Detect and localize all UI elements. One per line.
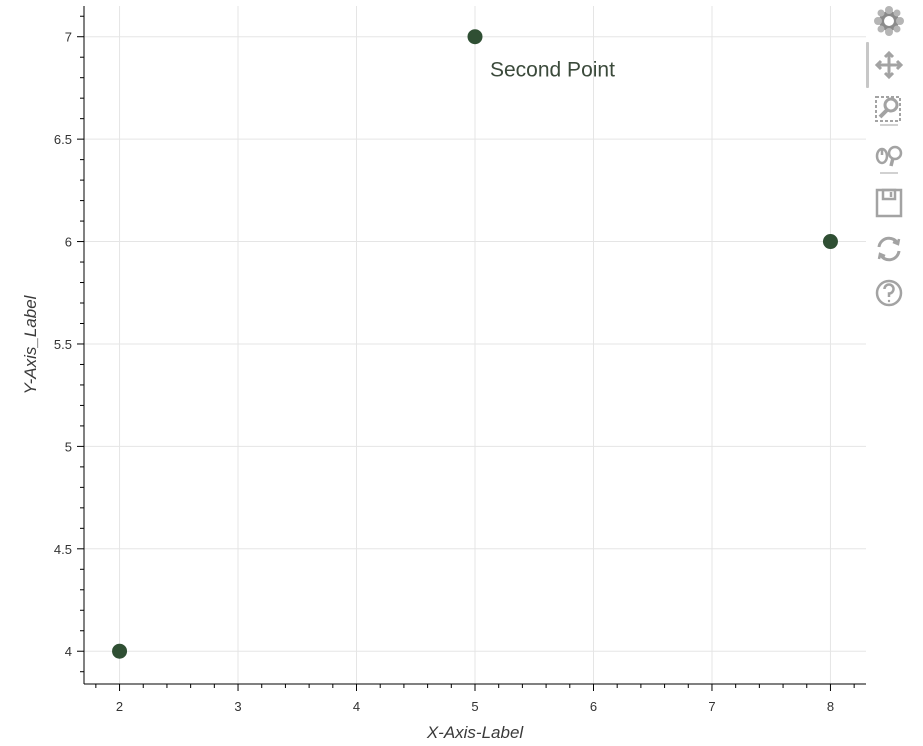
help-icon[interactable] — [872, 276, 906, 310]
x-tick-label: 2 — [116, 699, 123, 714]
y-ticks: 4 4.5 5 5.5 6 6.5 7 — [54, 15, 84, 673]
x-tick-label: 7 — [708, 699, 715, 714]
save-icon[interactable] — [872, 186, 906, 220]
x-tick-label: 5 — [471, 699, 478, 714]
plot-toolbar — [866, 0, 912, 320]
y-tick-label: 6.5 — [54, 132, 72, 147]
reset-icon[interactable] — [872, 232, 906, 266]
point-annotation: Second Point — [490, 59, 615, 82]
y-tick-label: 4 — [65, 644, 72, 659]
box-zoom-icon[interactable] — [872, 92, 906, 126]
y-axis-label: Y-Axis_Label — [21, 294, 40, 394]
toolbar-scrollbar[interactable] — [866, 42, 869, 88]
y-tick-label: 5 — [65, 439, 72, 454]
grid-lines — [84, 6, 866, 684]
y-tick-label: 4.5 — [54, 542, 72, 557]
pan-icon[interactable] — [872, 48, 906, 82]
y-tick-label: 7 — [65, 30, 72, 45]
y-tick-label: 5.5 — [54, 337, 72, 352]
data-point — [467, 29, 483, 45]
x-tick-label: 8 — [827, 699, 834, 714]
x-axis-label: X-Axis-Label — [426, 723, 525, 742]
x-tick-label: 3 — [234, 699, 241, 714]
x-ticks: 2 3 4 5 6 7 8 — [95, 684, 855, 714]
y-tick-label: 6 — [65, 235, 72, 250]
wheel-zoom-icon[interactable] — [872, 140, 906, 174]
bokeh-logo-icon[interactable] — [872, 4, 906, 38]
x-tick-label: 4 — [353, 699, 360, 714]
x-tick-label: 6 — [590, 699, 597, 714]
data-points — [112, 29, 838, 659]
data-point — [822, 234, 838, 250]
data-point — [112, 643, 128, 659]
